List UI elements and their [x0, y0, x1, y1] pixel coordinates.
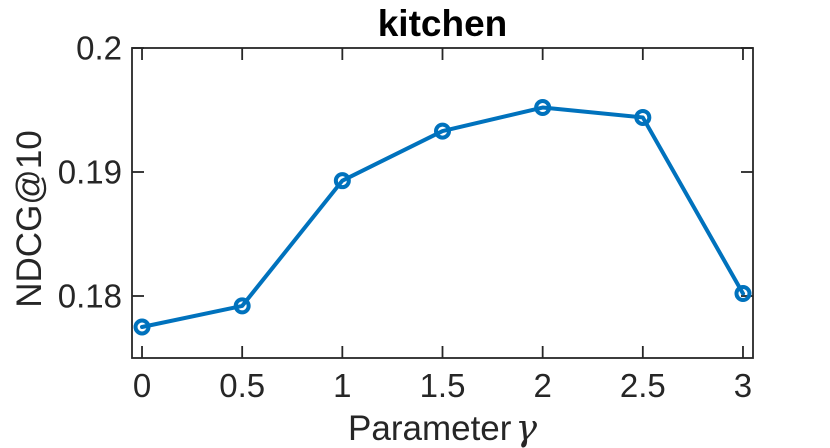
data-line — [140, 105, 745, 329]
x-tick-label: 0 — [133, 367, 151, 404]
data-point-marker — [333, 172, 351, 190]
x-tick-label: 1 — [333, 367, 351, 404]
x-tick-label: 2.5 — [620, 367, 666, 404]
data-point-marker — [233, 297, 251, 315]
data-point-marker — [634, 108, 652, 126]
chart-title: kitchen — [377, 3, 508, 44]
data-point-marker — [434, 122, 451, 140]
x-tick-label: 2 — [533, 367, 551, 404]
y-tick-label: 0.18 — [58, 278, 122, 315]
x-tick-label: 1.5 — [420, 367, 466, 404]
x-tick-label: 0.5 — [219, 367, 265, 404]
data-point-marker — [534, 99, 552, 117]
y-tick-label: 0.2 — [76, 30, 122, 67]
x-axis-label-text: Parameter — [348, 409, 512, 448]
gamma-symbol: γ — [515, 408, 537, 448]
y-tick-label: 0.19 — [58, 154, 122, 191]
data-point-marker — [133, 318, 151, 336]
x-axis-label: Parameter γ — [132, 408, 753, 448]
x-tick-label: 3 — [734, 367, 752, 404]
data-point-marker — [734, 285, 752, 303]
y-axis-label: NDCG@10 — [10, 130, 49, 308]
